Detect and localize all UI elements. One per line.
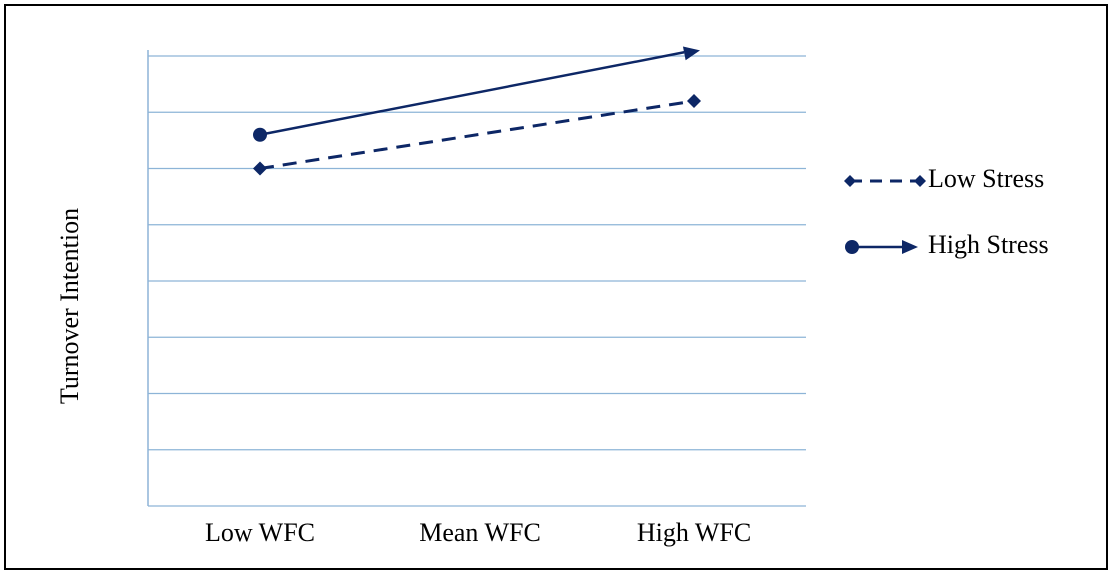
series-marker-high-stress <box>253 127 267 142</box>
x-tick-label: High WFC <box>636 518 752 547</box>
series-lines <box>253 46 701 176</box>
y-axis-label: Turnover Intention <box>55 207 84 405</box>
gridlines <box>148 55 806 507</box>
legend-label-low-stress: Low Stress <box>928 164 1045 193</box>
legend-marker-low-stress <box>844 175 856 187</box>
legend <box>844 175 926 254</box>
legend-marker-low-stress <box>914 175 926 187</box>
chart-plot <box>147 46 926 507</box>
chart-frame: Turnover Intention Low WFC Mean WFC High… <box>4 4 1108 570</box>
series-marker-high-stress <box>682 46 700 61</box>
x-tick-label: Mean WFC <box>419 518 541 547</box>
series-marker-low-stress <box>253 161 267 176</box>
x-tick-label: Low WFC <box>204 518 316 547</box>
series-line-low-stress <box>259 99 695 170</box>
legend-marker-high-stress <box>902 240 918 254</box>
series-marker-low-stress <box>687 94 701 108</box>
series-line-high-stress <box>259 51 685 136</box>
legend-marker-high-stress <box>845 240 859 254</box>
legend-label-high-stress: High Stress <box>928 230 1049 259</box>
